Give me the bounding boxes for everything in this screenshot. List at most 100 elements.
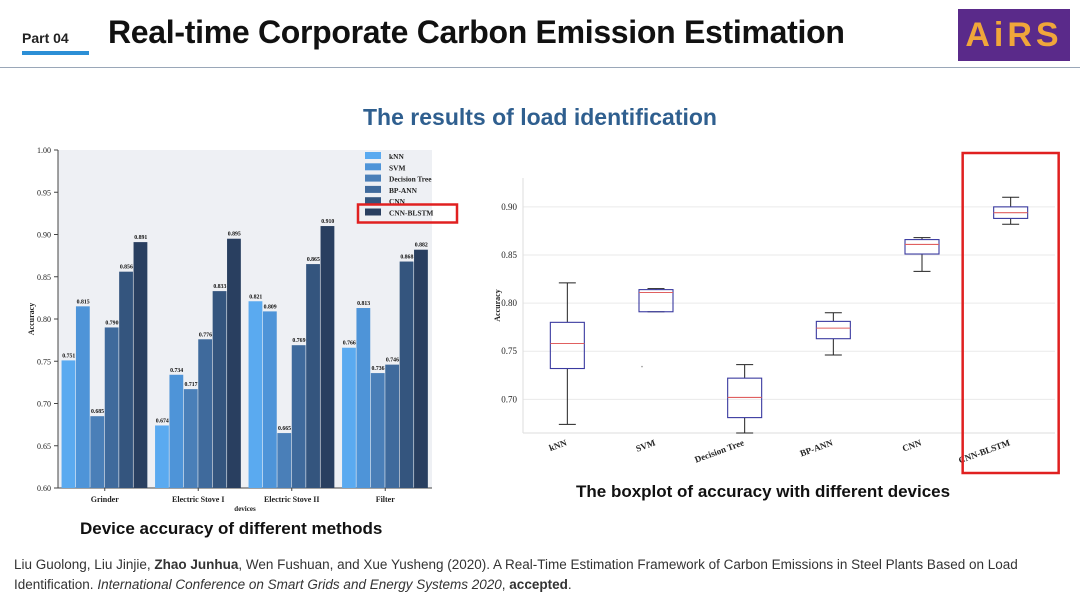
legend-label: Decision Tree	[389, 175, 432, 184]
bar-value-label: 0.776	[199, 332, 212, 338]
bar-cnn	[119, 271, 133, 488]
airs-logo: AiRS	[958, 9, 1070, 61]
bar-decision-tree	[277, 433, 292, 488]
bar-value-label: 0.674	[156, 418, 169, 424]
reference-bold-author: Zhao Junhua	[154, 557, 239, 572]
legend-swatch	[365, 163, 381, 171]
bar-value-label: 0.882	[415, 243, 428, 249]
box	[549, 321, 585, 370]
legend-label: CNN	[389, 197, 406, 206]
legend-swatch	[365, 174, 381, 182]
y-tick-label: 0.85	[37, 273, 51, 282]
x-tick-label: kNN	[548, 437, 569, 453]
box	[815, 320, 851, 340]
x-axis-label: devices	[234, 505, 256, 512]
bar-chart-caption: Device accuracy of different methods	[80, 519, 383, 538]
y-tick-label: 0.80	[501, 298, 517, 308]
bar-value-label: 0.734	[170, 368, 183, 374]
reference-authors: Liu Guolong, Liu Jinjie,	[14, 557, 155, 572]
bar-value-label: 0.891	[134, 235, 147, 241]
bar-knn	[61, 360, 76, 488]
bar-value-label: 0.746	[386, 358, 399, 364]
reference: Liu Guolong, Liu Jinjie, Zhao Junhua, We…	[14, 555, 1066, 595]
bar-value-label: 0.895	[228, 232, 241, 238]
bar-value-label: 0.790	[105, 320, 118, 326]
bar-value-label: 0.833	[213, 284, 226, 290]
legend-swatch	[365, 208, 381, 216]
x-tick-label: Electric Stove II	[264, 495, 320, 504]
bar-bp-ann	[291, 345, 306, 488]
bar-value-label: 0.815	[77, 299, 90, 305]
bar-decision-tree	[90, 416, 105, 488]
bar-knn	[155, 425, 169, 488]
outlier-point	[641, 365, 643, 368]
x-tick-label: BP-ANN	[799, 437, 835, 458]
bar-value-label: 0.685	[91, 409, 104, 415]
bar-knn	[342, 347, 356, 488]
bar-svm	[262, 311, 277, 488]
box-plot: 0.70 0.75 0.80 0.85 0.90 Accuracy kNN SVM Decisi…	[493, 151, 1060, 475]
bar-svm	[356, 308, 371, 488]
reference-venue: International Conference on Smart Grids …	[97, 577, 502, 592]
bar-bp-ann	[104, 327, 119, 488]
legend-label: kNN	[389, 152, 404, 161]
x-tick-label: Electric Stove I	[172, 495, 224, 504]
y-axis-label: Accuracy	[27, 303, 36, 335]
bar-value-label: 0.736	[372, 366, 385, 372]
box-plot-caption: The boxplot of accuracy with different d…	[576, 482, 951, 501]
bar-cnn	[399, 261, 414, 488]
box-plot-area	[523, 178, 1055, 433]
bar-value-label: 0.665	[278, 426, 291, 432]
bar-cnn	[212, 291, 227, 488]
legend-highlight-box	[356, 203, 459, 224]
logo-text: AiRS	[965, 16, 1063, 54]
bar-decision-tree	[183, 389, 198, 488]
y-tick-label: 0.70	[501, 394, 517, 404]
highlight-box	[961, 151, 1060, 475]
x-tick-label: Grinder	[91, 495, 119, 504]
reference-status: accepted	[509, 577, 568, 592]
bar-chart: 0.60 0.65 0.70 0.75 0.80 0.85 0.90 0.95 1.00 Accu…	[27, 146, 459, 512]
bar-bp-ann	[385, 364, 400, 488]
bar-value-label: 0.813	[357, 301, 370, 307]
y-tick-label: 0.75	[501, 346, 517, 356]
bar-value-label: 0.868	[400, 255, 413, 261]
y-tick-label: 0.90	[37, 231, 51, 240]
part-label: Part 04	[22, 30, 69, 46]
x-tick-label: Decision Tree	[693, 437, 745, 464]
y-tick-label: 0.65	[37, 442, 51, 451]
bar-value-label: 0.766	[343, 341, 356, 347]
box	[638, 289, 674, 313]
reference-sep: ,	[501, 577, 510, 592]
section-title: The results of load identification	[363, 104, 717, 130]
legend-label: CNN-BLSTM	[389, 209, 433, 218]
bar-cnn-blstm	[227, 238, 241, 488]
x-tick-label: Filter	[376, 495, 396, 504]
bar-cnn-blstm	[320, 226, 335, 489]
legend-label: SVM	[389, 163, 405, 172]
y-tick-label: 0.75	[37, 357, 51, 366]
bar-cnn-blstm	[133, 242, 148, 488]
bar-svm	[75, 306, 90, 488]
bar-value-label: 0.856	[120, 265, 133, 271]
page-title: Real-time Corporate Carbon Emission Esti…	[108, 14, 845, 50]
reference-text: , Wen Fushuan, and Xue Yusheng (2020). A…	[14, 557, 1018, 592]
box	[904, 239, 940, 255]
bar-value-label: 0.809	[264, 304, 277, 310]
legend-swatch	[365, 185, 381, 193]
y-tick-label: 0.70	[37, 400, 51, 409]
bar-svm	[169, 374, 184, 488]
legend-swatch	[365, 197, 381, 205]
header-divider	[0, 67, 1080, 68]
y-axis-label: Accuracy	[493, 289, 502, 321]
reference-end: .	[567, 577, 572, 592]
bar-cnn	[306, 264, 320, 488]
y-tick-label: 0.60	[37, 484, 51, 493]
bar-value-label: 0.910	[321, 219, 334, 225]
y-tick-label: 0.85	[501, 250, 517, 260]
bar-value-label: 0.769	[292, 338, 305, 344]
bar-cnn-blstm	[414, 249, 428, 488]
part-underline	[22, 51, 89, 55]
bar-value-label: 0.717	[185, 382, 198, 388]
bar-bp-ann	[198, 339, 213, 488]
